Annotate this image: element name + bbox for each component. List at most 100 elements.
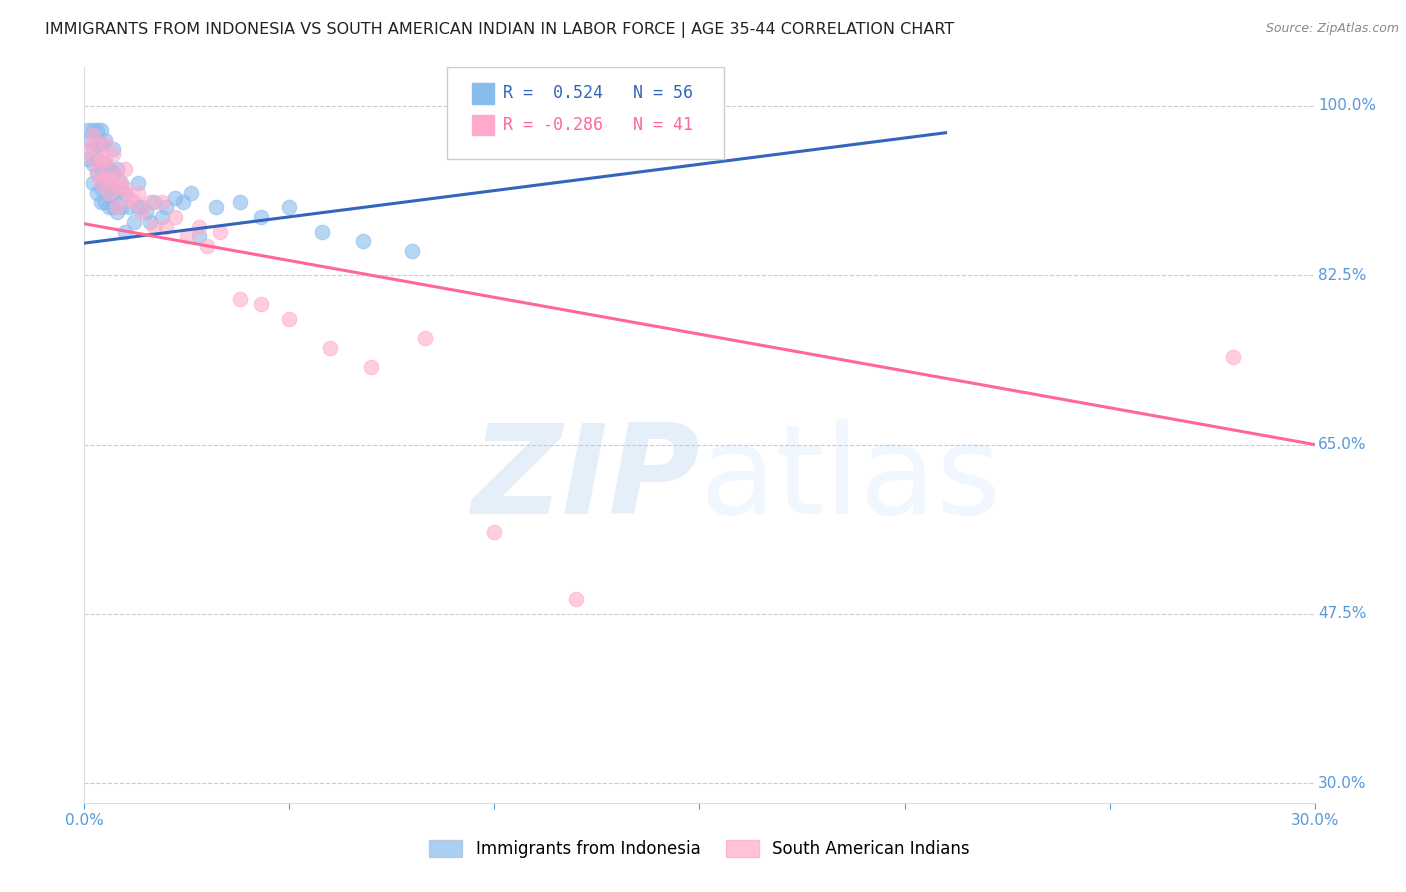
Point bbox=[1222, 351, 1244, 365]
Point bbox=[118, 200, 141, 214]
Point bbox=[101, 166, 124, 180]
Point bbox=[94, 137, 117, 152]
Point bbox=[311, 225, 333, 239]
Point bbox=[229, 195, 252, 210]
Point bbox=[101, 176, 124, 190]
Point bbox=[127, 200, 149, 214]
Point bbox=[94, 152, 117, 166]
Point bbox=[86, 166, 108, 180]
Point bbox=[98, 181, 120, 195]
Point bbox=[90, 176, 112, 190]
Text: 82.5%: 82.5% bbox=[1319, 268, 1367, 283]
Point bbox=[143, 219, 166, 234]
Point bbox=[98, 161, 120, 176]
Point bbox=[127, 176, 149, 190]
Point bbox=[135, 205, 157, 219]
Point bbox=[101, 200, 124, 214]
Point bbox=[98, 186, 120, 200]
Point bbox=[180, 186, 202, 200]
Point bbox=[127, 186, 149, 200]
Point bbox=[90, 161, 112, 176]
Point bbox=[484, 524, 506, 539]
Text: Source: ZipAtlas.com: Source: ZipAtlas.com bbox=[1265, 22, 1399, 36]
Point bbox=[150, 210, 173, 224]
Point bbox=[114, 225, 136, 239]
Point bbox=[139, 195, 162, 210]
Point bbox=[86, 166, 108, 180]
Point bbox=[114, 181, 136, 195]
Point bbox=[208, 225, 231, 239]
Point bbox=[352, 234, 374, 248]
Point bbox=[77, 142, 100, 156]
Point bbox=[122, 195, 145, 210]
Point bbox=[86, 137, 108, 152]
Point bbox=[105, 200, 128, 214]
Point bbox=[188, 229, 211, 244]
Point bbox=[101, 142, 124, 156]
Point bbox=[77, 152, 100, 166]
Point bbox=[197, 239, 219, 253]
Point bbox=[82, 123, 104, 137]
Point bbox=[82, 152, 104, 166]
Point bbox=[90, 195, 112, 210]
Point bbox=[82, 157, 104, 171]
Point bbox=[105, 186, 128, 200]
Point bbox=[98, 200, 120, 214]
Point bbox=[90, 181, 112, 195]
Text: 100.0%: 100.0% bbox=[1319, 98, 1376, 113]
Point bbox=[86, 123, 108, 137]
Point bbox=[105, 171, 128, 186]
Point bbox=[118, 191, 141, 205]
Point bbox=[90, 152, 112, 166]
Point bbox=[150, 195, 173, 210]
Text: IMMIGRANTS FROM INDONESIA VS SOUTH AMERICAN INDIAN IN LABOR FORCE | AGE 35-44 CO: IMMIGRANTS FROM INDONESIA VS SOUTH AMERI… bbox=[45, 22, 955, 38]
Point bbox=[105, 205, 128, 219]
Point bbox=[114, 161, 136, 176]
Point bbox=[94, 132, 117, 146]
Point bbox=[401, 244, 423, 258]
Point bbox=[101, 147, 124, 161]
Point bbox=[94, 195, 117, 210]
Point bbox=[139, 215, 162, 229]
Point bbox=[204, 200, 226, 214]
Point bbox=[98, 161, 120, 176]
Point bbox=[131, 205, 153, 219]
Point bbox=[82, 128, 104, 142]
FancyBboxPatch shape bbox=[447, 67, 724, 159]
Point bbox=[188, 219, 211, 234]
Point bbox=[163, 210, 186, 224]
Point bbox=[82, 142, 104, 156]
Point bbox=[77, 132, 100, 146]
Point bbox=[249, 297, 271, 311]
Point bbox=[229, 293, 252, 307]
Point bbox=[101, 186, 124, 200]
Point bbox=[86, 152, 108, 166]
Bar bbox=[472, 115, 494, 136]
Point bbox=[278, 311, 301, 326]
Point bbox=[360, 360, 382, 375]
Text: 30.0%: 30.0% bbox=[1319, 776, 1367, 791]
Point bbox=[413, 331, 436, 345]
Point bbox=[90, 123, 112, 137]
Legend: Immigrants from Indonesia, South American Indians: Immigrants from Indonesia, South America… bbox=[422, 833, 977, 864]
Point bbox=[155, 219, 177, 234]
Point bbox=[105, 161, 128, 176]
Point bbox=[155, 200, 177, 214]
Point bbox=[249, 210, 271, 224]
Point bbox=[114, 186, 136, 200]
Point bbox=[131, 200, 153, 214]
Bar bbox=[472, 83, 494, 103]
Point bbox=[319, 341, 342, 355]
Point bbox=[163, 191, 186, 205]
Point bbox=[86, 137, 108, 152]
Point bbox=[90, 137, 112, 152]
Point bbox=[143, 195, 166, 210]
Text: atlas: atlas bbox=[700, 418, 1001, 540]
Point bbox=[94, 171, 117, 186]
Point bbox=[172, 195, 194, 210]
Point bbox=[94, 157, 117, 171]
Point bbox=[110, 176, 132, 190]
Text: ZIP: ZIP bbox=[471, 418, 700, 540]
Point bbox=[122, 215, 145, 229]
Text: 65.0%: 65.0% bbox=[1319, 437, 1367, 452]
